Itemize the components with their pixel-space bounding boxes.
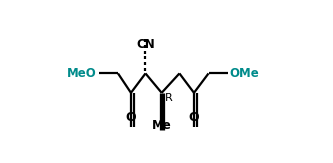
- Text: O: O: [189, 111, 199, 124]
- Text: MeO: MeO: [67, 67, 97, 80]
- Text: O: O: [126, 111, 136, 124]
- Text: OMe: OMe: [229, 67, 259, 80]
- Text: CN: CN: [136, 38, 155, 51]
- Text: Me: Me: [152, 119, 171, 132]
- Text: R: R: [165, 93, 172, 103]
